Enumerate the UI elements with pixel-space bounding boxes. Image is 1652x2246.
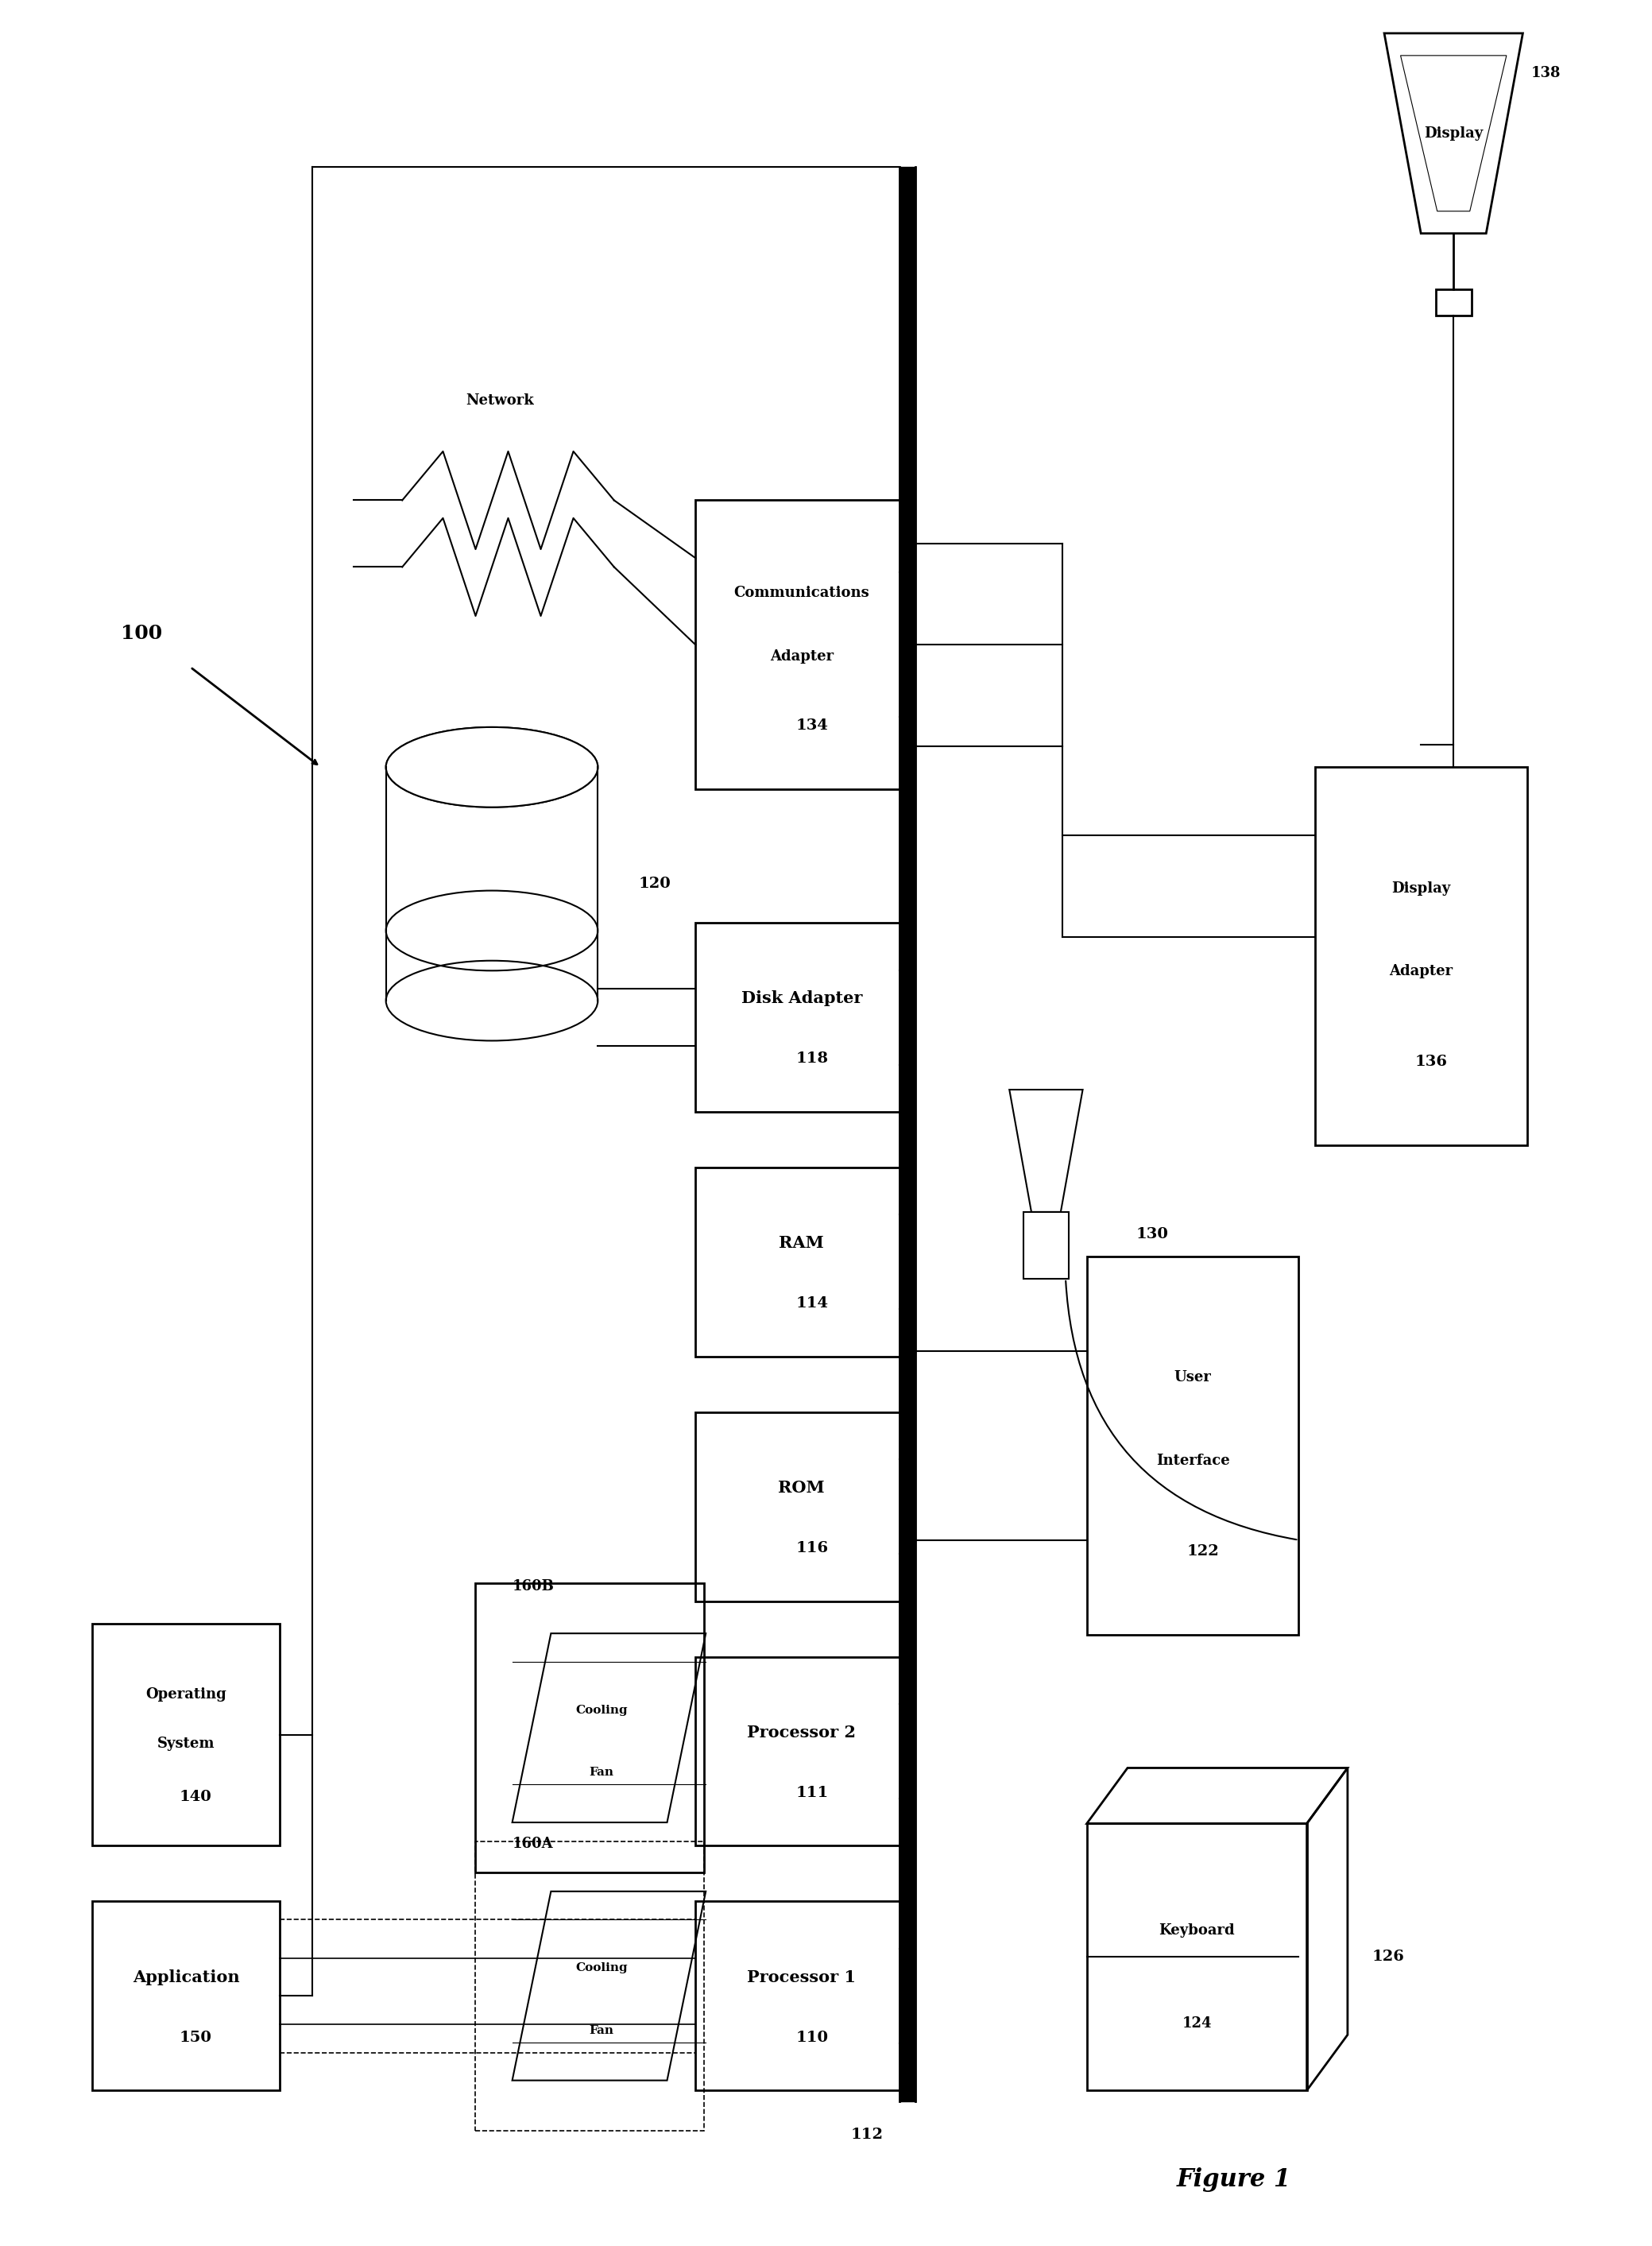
Text: 140: 140 — [180, 1790, 211, 1804]
Text: 160A: 160A — [512, 1837, 553, 1851]
Text: Display: Display — [1424, 126, 1483, 141]
Text: 160B: 160B — [512, 1579, 555, 1592]
Text: Adapter: Adapter — [1389, 964, 1452, 979]
Text: 116: 116 — [796, 1541, 829, 1556]
Text: 150: 150 — [180, 2030, 211, 2044]
Text: Adapter: Adapter — [770, 649, 833, 663]
Text: 134: 134 — [796, 719, 828, 732]
Text: 126: 126 — [1373, 1950, 1404, 1963]
Text: Cooling: Cooling — [575, 1963, 628, 1974]
Bar — [695, 1413, 907, 1601]
Bar — [93, 1902, 279, 2091]
Text: Disk Adapter: Disk Adapter — [742, 990, 862, 1006]
Bar — [476, 1583, 704, 1873]
Text: Keyboard: Keyboard — [1158, 1923, 1234, 1938]
Bar — [695, 923, 907, 1112]
Text: 122: 122 — [1188, 1545, 1219, 1559]
Bar — [1087, 1256, 1298, 1635]
Bar — [695, 1658, 907, 1846]
Text: User: User — [1175, 1370, 1211, 1384]
Text: Figure 1: Figure 1 — [1176, 2167, 1290, 2192]
Text: ROM: ROM — [778, 1480, 824, 1496]
Bar — [695, 1168, 907, 1357]
Text: System: System — [157, 1736, 215, 1750]
Bar — [1315, 768, 1526, 1145]
Text: Display: Display — [1391, 880, 1450, 896]
Bar — [695, 1902, 907, 2091]
Text: Fan: Fan — [590, 1768, 613, 1779]
Text: Interface: Interface — [1156, 1453, 1229, 1467]
Text: 100: 100 — [121, 624, 162, 642]
Text: Communications: Communications — [733, 586, 869, 600]
Text: 112: 112 — [851, 2127, 884, 2143]
Text: Network: Network — [466, 393, 534, 407]
Bar — [1436, 290, 1472, 317]
Text: Processor 1: Processor 1 — [747, 1970, 856, 1985]
Bar — [476, 1842, 704, 2131]
Text: 136: 136 — [1416, 1056, 1447, 1069]
Text: 114: 114 — [796, 1296, 828, 1312]
Text: 111: 111 — [796, 1786, 829, 1799]
Bar — [1023, 1213, 1069, 1278]
Text: 130: 130 — [1135, 1226, 1168, 1242]
Text: Cooling: Cooling — [575, 1705, 628, 1716]
Text: 138: 138 — [1531, 65, 1561, 81]
Text: Application: Application — [132, 1970, 240, 1985]
Text: Operating: Operating — [145, 1687, 226, 1702]
Bar — [93, 1624, 279, 1846]
Bar — [695, 501, 907, 788]
Text: 124: 124 — [1181, 2017, 1211, 2030]
Ellipse shape — [387, 728, 598, 806]
Bar — [1087, 1824, 1307, 2091]
Text: 110: 110 — [796, 2030, 828, 2044]
Text: RAM: RAM — [780, 1235, 824, 1251]
Text: Processor 2: Processor 2 — [747, 1725, 856, 1741]
Text: 118: 118 — [796, 1051, 828, 1067]
Text: 120: 120 — [639, 876, 671, 892]
Text: Fan: Fan — [590, 2026, 613, 2035]
